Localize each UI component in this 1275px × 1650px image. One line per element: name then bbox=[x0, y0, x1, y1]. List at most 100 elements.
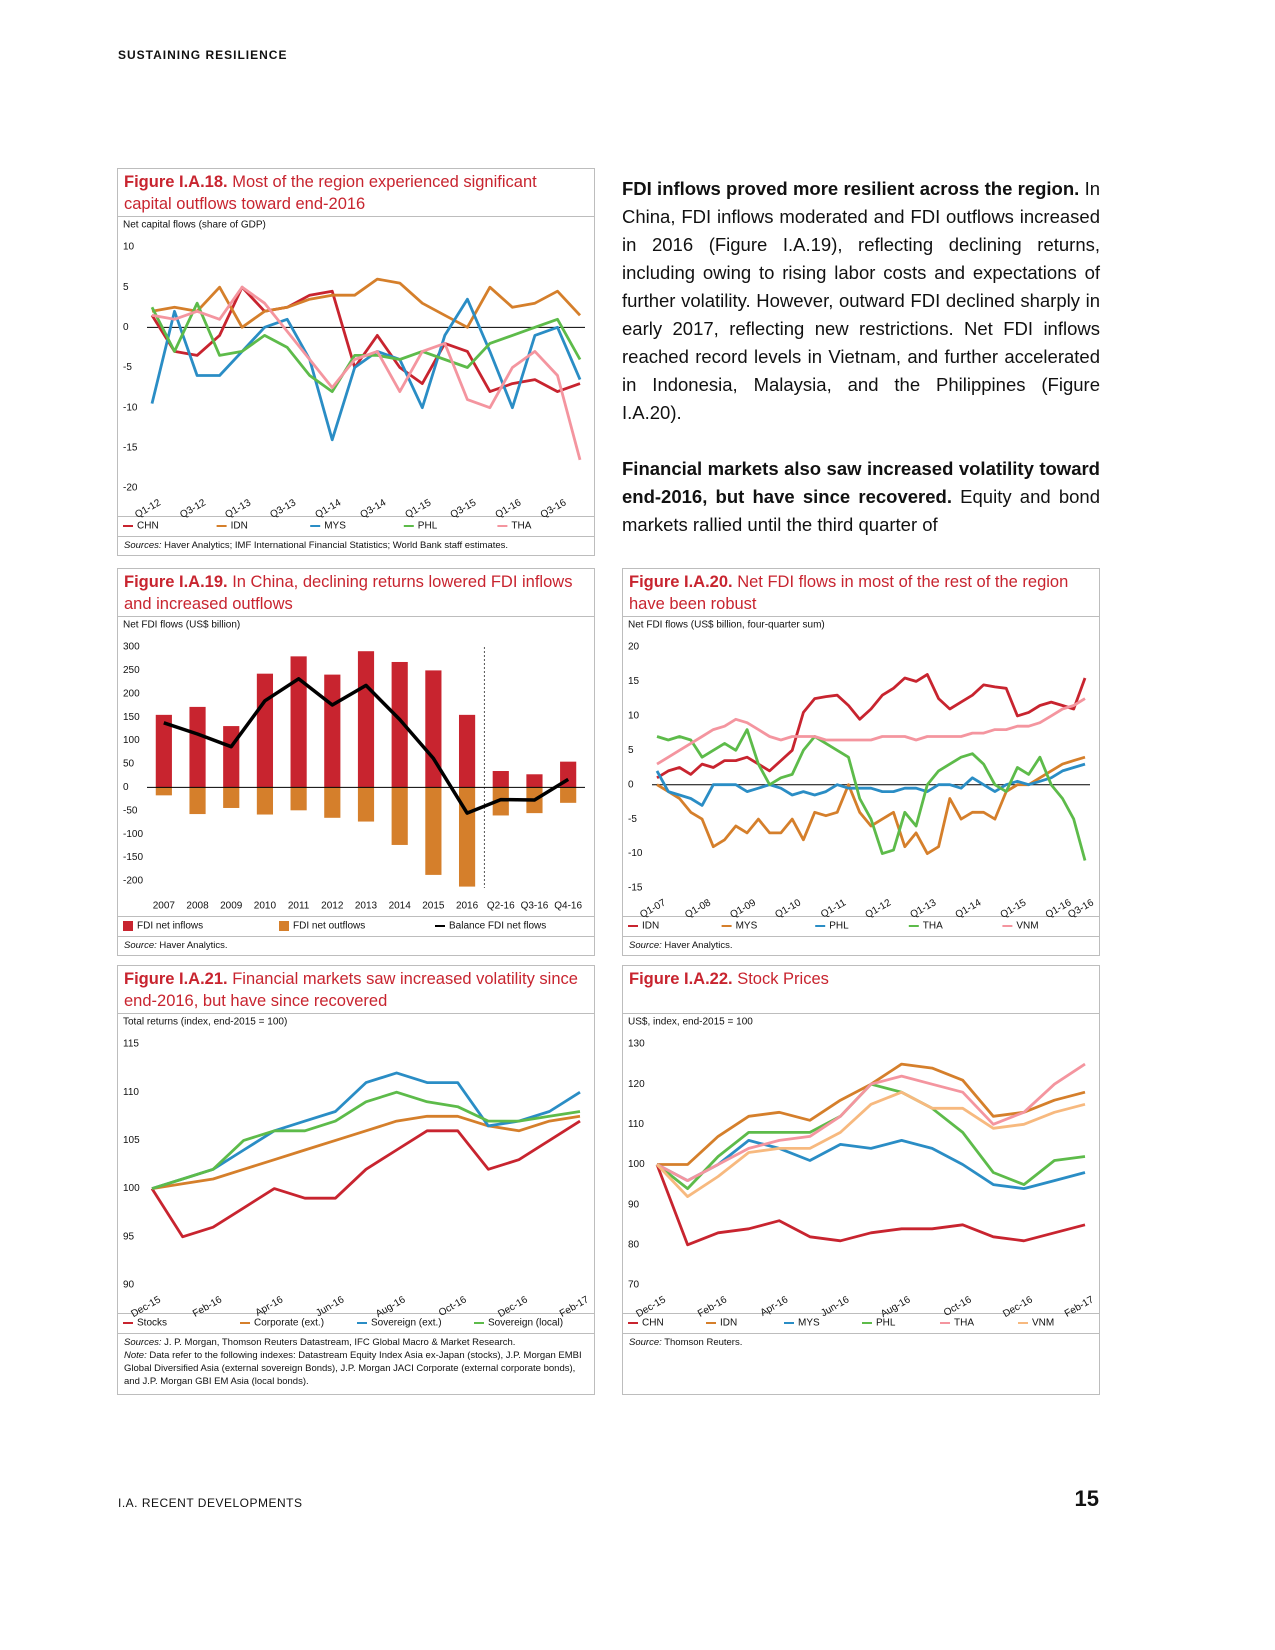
y-tick-label: -150 bbox=[123, 852, 143, 863]
paragraph: FDI inflows proved more resilient across… bbox=[622, 175, 1100, 427]
y-tick-label: 90 bbox=[123, 1280, 135, 1291]
y-tick-label: -200 bbox=[123, 876, 143, 887]
x-tick-label: 2007 bbox=[153, 901, 176, 912]
x-tick-label: Apr-16 bbox=[759, 1294, 791, 1319]
legend-rule bbox=[118, 1313, 594, 1314]
legend-swatch bbox=[123, 921, 133, 931]
source-note: Source: Haver Analytics. bbox=[124, 939, 588, 952]
source-text: Thomson Reuters. bbox=[664, 1337, 743, 1348]
source-note: Source: Thomson Reuters. bbox=[629, 1336, 1093, 1349]
y-tick-label: 100 bbox=[123, 1183, 140, 1194]
x-tick-label: Q4-16 bbox=[554, 901, 582, 912]
bar bbox=[290, 656, 307, 788]
x-tick-label: Dec-15 bbox=[634, 1294, 668, 1320]
bar bbox=[492, 771, 509, 788]
line bbox=[150, 285, 581, 393]
y-tick-label: 105 bbox=[123, 1135, 140, 1146]
line bbox=[163, 677, 570, 815]
line bbox=[656, 728, 1087, 861]
title-rule bbox=[623, 1013, 1099, 1014]
figure-box: Figure I.A.19. In China, declining retur… bbox=[117, 568, 595, 956]
bar bbox=[391, 661, 408, 788]
y-tick-label: 115 bbox=[123, 1039, 139, 1050]
bar bbox=[155, 787, 172, 796]
x-tick-label: Dec-16 bbox=[496, 1294, 530, 1320]
bar bbox=[189, 787, 206, 815]
bar bbox=[324, 674, 341, 788]
source-rule bbox=[623, 1333, 1099, 1334]
y-tick-label: -10 bbox=[123, 402, 138, 413]
line bbox=[656, 697, 1086, 766]
legend-label: Balance FDI net flows bbox=[449, 921, 546, 932]
bar bbox=[560, 787, 577, 803]
source-text: Haver Analytics; IMF International Finan… bbox=[164, 540, 509, 551]
y-tick-label: -20 bbox=[123, 483, 138, 494]
chart-subtitle: Net FDI flows (US$ billion, four-quarter… bbox=[628, 620, 825, 631]
legend-label: PHL bbox=[418, 521, 438, 532]
lead-in: FDI inflows proved more resilient across… bbox=[622, 178, 1080, 199]
y-tick-label: -15 bbox=[628, 883, 643, 894]
x-tick-label: Oct-16 bbox=[437, 1294, 469, 1319]
note-label: Note: bbox=[124, 1350, 147, 1361]
figure-box: Figure I.A.21. Financial markets saw inc… bbox=[117, 965, 595, 1395]
x-tick-label: Q1-10 bbox=[773, 897, 803, 921]
legend-rule bbox=[118, 916, 594, 917]
x-tick-label: Q3-16 bbox=[1066, 897, 1096, 921]
bar bbox=[155, 714, 172, 788]
chart-subtitle: Total returns (index, end-2015 = 100) bbox=[123, 1017, 287, 1028]
line bbox=[151, 1090, 581, 1190]
paragraph-text: In China, FDI inflows moderated and FDI … bbox=[622, 178, 1100, 423]
source-rule bbox=[623, 936, 1099, 937]
y-tick-label: 5 bbox=[628, 745, 634, 756]
y-tick-label: 70 bbox=[628, 1280, 640, 1291]
line bbox=[150, 1119, 581, 1239]
line bbox=[655, 762, 1086, 807]
source-note: Sources: J. P. Morgan, Thomson Reuters D… bbox=[124, 1336, 588, 1388]
y-tick-label: 15 bbox=[628, 676, 640, 687]
y-tick-label: 95 bbox=[123, 1231, 135, 1242]
title-rule bbox=[118, 216, 594, 217]
legend-label: Stocks bbox=[137, 1318, 167, 1329]
x-tick-label: Feb-16 bbox=[191, 1294, 224, 1320]
x-tick-label: Jun-16 bbox=[314, 1294, 346, 1319]
chart-subtitle: Net capital flows (share of GDP) bbox=[123, 220, 266, 231]
y-tick-label: -10 bbox=[628, 848, 643, 859]
legend-rule bbox=[623, 1313, 1099, 1314]
line bbox=[656, 1139, 1086, 1190]
chart-subtitle: Net FDI flows (US$ billion) bbox=[123, 620, 240, 631]
legend-label: IDN bbox=[720, 1318, 737, 1329]
bar bbox=[223, 726, 240, 788]
x-tick-label: Q3-14 bbox=[359, 497, 389, 521]
figure-number: Figure I.A.20. bbox=[629, 573, 733, 591]
x-tick-label: 2008 bbox=[186, 901, 209, 912]
figure-caption: In China, declining returns lowered FDI … bbox=[124, 573, 573, 613]
y-tick-label: -5 bbox=[123, 362, 132, 373]
y-tick-label: -50 bbox=[123, 805, 138, 816]
y-tick-label: 300 bbox=[123, 642, 140, 653]
y-tick-label: 250 bbox=[123, 665, 140, 676]
source-note: Source: Haver Analytics. bbox=[629, 939, 1093, 952]
x-tick-label: Q1-12 bbox=[133, 497, 163, 521]
running-header: SUSTAINING RESILIENCE bbox=[118, 48, 288, 62]
bar bbox=[357, 651, 375, 788]
y-tick-label: 150 bbox=[123, 712, 140, 723]
x-tick-label: Aug-16 bbox=[374, 1294, 408, 1320]
source-label: Sources: bbox=[124, 540, 162, 551]
title-rule bbox=[118, 616, 594, 617]
legend-label: THA bbox=[923, 921, 943, 932]
legend-rule bbox=[623, 916, 1099, 917]
legend-label: Corporate (ext.) bbox=[254, 1318, 324, 1329]
source-rule bbox=[118, 936, 594, 937]
y-tick-label: -100 bbox=[123, 829, 143, 840]
legend-label: Sovereign (ext.) bbox=[371, 1318, 442, 1329]
bar bbox=[189, 706, 206, 788]
x-tick-label: Feb-17 bbox=[558, 1294, 591, 1320]
x-tick-label: Dec-16 bbox=[1001, 1294, 1035, 1320]
y-tick-label: -5 bbox=[628, 814, 637, 825]
x-tick-label: Q1-15 bbox=[999, 897, 1029, 921]
bar bbox=[223, 787, 240, 808]
legend-label: Sovereign (local) bbox=[488, 1318, 563, 1329]
source-rule bbox=[118, 1333, 594, 1334]
page-number: 15 bbox=[1074, 1486, 1099, 1511]
legend-label: FDI net outflows bbox=[293, 921, 365, 932]
